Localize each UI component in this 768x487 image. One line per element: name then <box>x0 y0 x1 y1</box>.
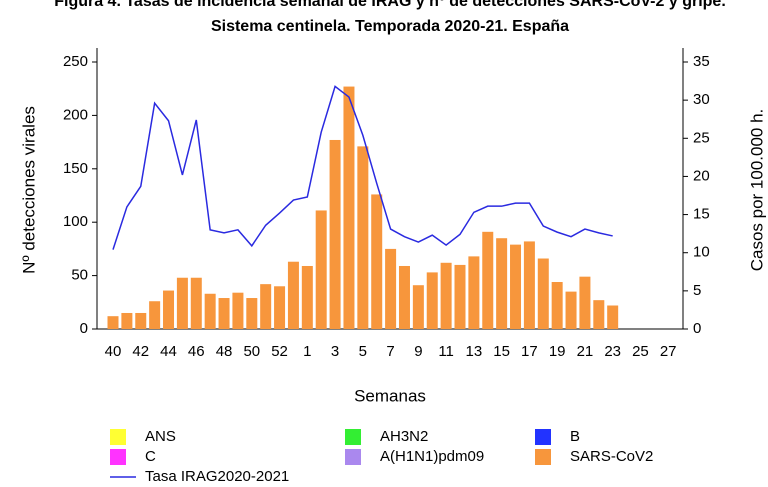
bar <box>371 194 383 329</box>
bar <box>398 265 410 329</box>
x-tick-label: 19 <box>549 343 566 360</box>
legend-swatch <box>110 449 126 465</box>
bar <box>482 231 494 329</box>
y2-tick-label: 25 <box>693 129 710 146</box>
bar <box>426 272 438 329</box>
x-tick-label: 5 <box>359 343 367 360</box>
y2-tick-label: 20 <box>693 167 710 184</box>
y2-tick-label: 35 <box>693 53 710 70</box>
bar <box>107 316 119 329</box>
chart-title: Figura 4. Tasas de incidencia semanal de… <box>54 0 726 10</box>
bar <box>121 312 133 329</box>
line <box>112 85 613 250</box>
legend-label: AH3N2 <box>380 428 428 445</box>
legend-swatch <box>535 449 551 465</box>
bar <box>385 248 397 329</box>
y2-tick-label: 10 <box>693 244 710 261</box>
legend-label: A(H1N1)pdm09 <box>380 448 484 465</box>
bar <box>565 291 577 329</box>
legend-swatch <box>345 449 361 465</box>
x-tick-label: 44 <box>160 343 177 360</box>
x-tick-label: 7 <box>386 343 394 360</box>
x-tick-label: 27 <box>660 343 677 360</box>
bar <box>260 284 272 329</box>
x-tick-label: 40 <box>105 343 122 360</box>
bar <box>496 238 508 329</box>
x-tick-label: 11 <box>438 343 454 360</box>
bar <box>301 265 313 329</box>
bar <box>412 285 424 329</box>
bar <box>135 312 147 329</box>
bar <box>149 301 161 329</box>
bar <box>454 264 466 329</box>
bar <box>232 292 244 329</box>
bar <box>218 298 230 329</box>
bar <box>287 261 299 329</box>
legend-label: Tasa IRAG2020-2021 <box>145 468 289 485</box>
x-tick-label: 1 <box>303 343 311 360</box>
bar <box>579 276 591 329</box>
x-tick-label: 50 <box>243 343 260 360</box>
legend-swatch <box>535 429 551 445</box>
bar <box>176 277 188 329</box>
y2-tick-label: 0 <box>693 320 701 337</box>
x-tick-label: 52 <box>271 343 288 360</box>
bar <box>468 256 480 329</box>
x-tick-label: 13 <box>466 343 483 360</box>
y-tick-label: 150 <box>63 160 88 177</box>
y-tick-label: 200 <box>63 106 88 123</box>
y2-tick-label: 30 <box>693 91 710 108</box>
x-tick-label: 46 <box>188 343 205 360</box>
x-tick-label: 9 <box>414 343 422 360</box>
bar <box>607 305 619 329</box>
legend-label: SARS-CoV2 <box>570 448 653 465</box>
y2-tick-label: 5 <box>693 282 701 299</box>
x-tick-label: 21 <box>577 343 594 360</box>
legend-swatch <box>110 429 126 445</box>
x-tick-label: 42 <box>132 343 149 360</box>
bar <box>190 277 202 329</box>
bar <box>343 86 355 330</box>
bar <box>510 244 522 329</box>
bar <box>440 262 452 329</box>
x-tick-label: 15 <box>493 343 510 360</box>
legend-label: B <box>570 428 580 445</box>
y-tick-label: 250 <box>63 53 88 70</box>
bar <box>537 258 549 329</box>
legend-label: C <box>145 448 156 465</box>
x-tick-label: 25 <box>632 343 649 360</box>
x-tick-label: 3 <box>331 343 339 360</box>
x-tick-label: 48 <box>216 343 233 360</box>
bar <box>315 210 327 329</box>
bar <box>593 300 605 329</box>
legend-swatch <box>345 429 361 445</box>
x-tick-label: 17 <box>521 343 538 360</box>
x-axis-label: Semanas <box>354 386 426 405</box>
bar <box>357 146 369 329</box>
legend-label: ANS <box>145 428 176 445</box>
bar <box>329 139 341 329</box>
y-tick-label: 0 <box>80 320 88 337</box>
chart-subtitle: Sistema centinela. Temporada 2020-21. Es… <box>211 18 569 35</box>
y-tick-label: 50 <box>71 267 88 284</box>
y-tick-label: 100 <box>63 213 88 230</box>
bar <box>246 298 258 329</box>
x-tick-label: 23 <box>604 343 621 360</box>
bar <box>523 241 535 329</box>
bar <box>204 293 216 329</box>
bar <box>163 290 175 329</box>
bar <box>551 282 563 329</box>
y2-tick-label: 15 <box>693 206 710 223</box>
bar <box>274 286 286 329</box>
y-axis-label: Nº detecciones virales <box>19 106 38 274</box>
y2-axis-label: Casos por 100.000 h. <box>747 109 766 272</box>
